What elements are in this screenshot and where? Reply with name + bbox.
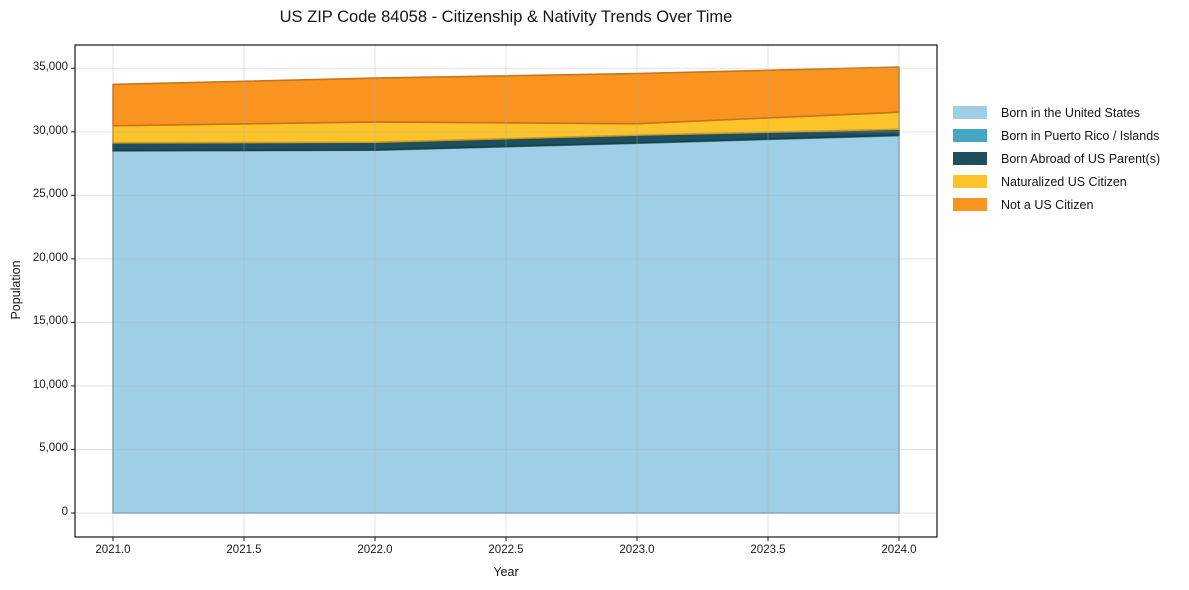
legend-item: Born in the United States [953, 101, 1160, 124]
legend-swatch-icon [953, 175, 987, 188]
x-tick-label: 2023.5 [750, 544, 786, 556]
y-tick-label: 5,000 [39, 442, 68, 455]
x-tick-label: 2024.0 [881, 544, 917, 556]
legend-item: Born in Puerto Rico / Islands [953, 124, 1160, 147]
legend-label: Not a US Citizen [1001, 197, 1094, 212]
legend-label: Born in the United States [1001, 105, 1140, 120]
y-tick-label: 0 [61, 506, 68, 518]
chart-title: US ZIP Code 84058 - Citizenship & Nativi… [279, 8, 733, 26]
x-tick-label: 2022.0 [357, 544, 393, 556]
x-tick-label: 2022.5 [488, 544, 524, 556]
x-tick-label: 2021.0 [95, 544, 131, 556]
x-axis-label: Year [493, 565, 519, 579]
y-axis-label: Population [9, 260, 23, 320]
y-tick-label: 35,000 [32, 61, 68, 74]
area-series-4 [112, 66, 900, 127]
y-tick-label: 20,000 [32, 251, 68, 264]
tick-marks [71, 67, 900, 541]
y-tick-label: 25,000 [32, 188, 68, 201]
x-tick-label: 2023.0 [619, 544, 655, 556]
legend-swatch-icon [953, 152, 987, 165]
y-tick-label: 15,000 [32, 315, 68, 328]
legend-label: Born Abroad of US Parent(s) [1001, 151, 1161, 166]
x-tick-label: 2021.5 [226, 544, 262, 556]
y-tick-label: 30,000 [32, 124, 68, 137]
legend-swatch-icon [953, 129, 987, 142]
legend-swatch-icon [953, 106, 987, 119]
legend-label: Born in Puerto Rico / Islands [1001, 128, 1160, 143]
legend-item: Naturalized US Citizen [953, 170, 1160, 193]
legend-item: Born Abroad of US Parent(s) [953, 147, 1160, 170]
legend-label: Naturalized US Citizen [1001, 174, 1127, 189]
legend: Born in the United States Born in Puerto … [953, 101, 1160, 216]
legend-swatch-icon [953, 198, 987, 211]
y-tick-label: 10,000 [32, 378, 68, 391]
legend-item: Not a US Citizen [953, 193, 1160, 216]
gridlines [75, 45, 937, 537]
